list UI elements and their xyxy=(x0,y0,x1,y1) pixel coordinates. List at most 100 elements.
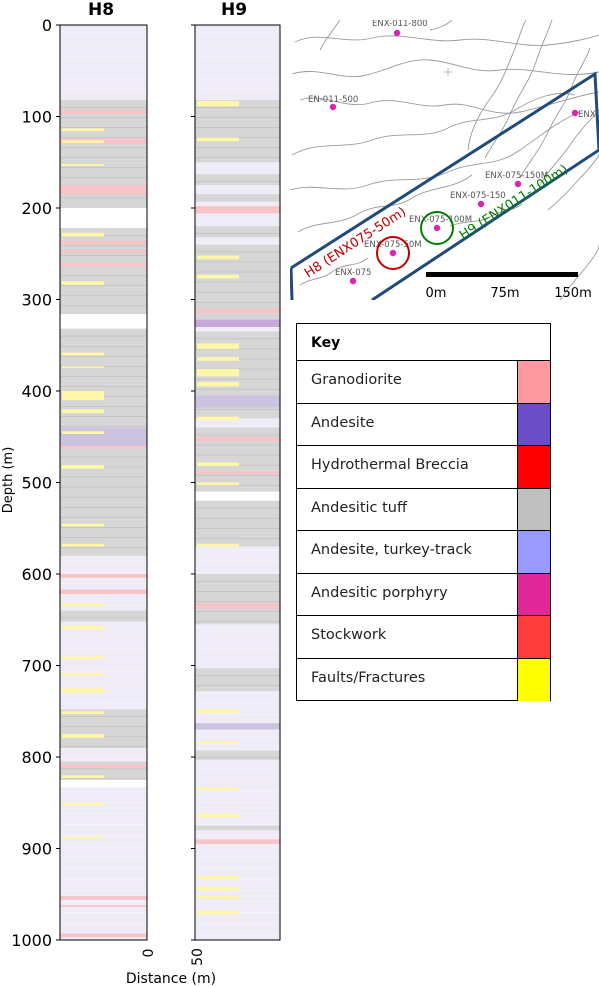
key-swatch xyxy=(517,658,550,701)
log-segment-faults-fractures xyxy=(62,164,104,166)
log-segment-granodiorite xyxy=(60,262,147,267)
log-segment-granodiorite xyxy=(60,933,147,938)
log-segment-granodiorite xyxy=(195,839,280,844)
log-segment-faults-fractures xyxy=(62,543,104,547)
log-segment-faults-fractures xyxy=(62,128,104,132)
log-segment-faults-fractures xyxy=(62,711,104,714)
log-segment-andesitic-tuff xyxy=(195,825,280,831)
log-segment-granodiorite xyxy=(195,308,280,314)
log-segment-blank xyxy=(60,314,147,329)
key-row-andesitic-tuff: Andesitic tuff xyxy=(297,487,550,531)
distance-axis-label: Distance (m) xyxy=(126,971,216,987)
drillhole-marker xyxy=(349,277,357,285)
log-segment-granodiorite xyxy=(60,589,147,595)
log-segment-faults-fractures xyxy=(62,409,104,413)
log-segment-faults-fractures xyxy=(197,369,239,377)
drillhole-marker xyxy=(571,109,579,117)
log-segment-andesite-turkey-track xyxy=(60,427,147,449)
log-segment-granodiorite xyxy=(195,471,280,475)
log-segment-faults-fractures xyxy=(62,603,104,607)
key-label: Hydrothermal Breccia xyxy=(311,457,469,473)
key-swatch xyxy=(517,573,550,616)
h9-location-circle xyxy=(420,211,454,245)
log-segment-faults-fractures xyxy=(197,482,239,486)
log-segment-faults-fractures xyxy=(197,357,239,361)
log-segment-faults-fractures xyxy=(197,886,239,891)
drillhole-label: ENX-075-50M xyxy=(364,240,422,250)
log-segment-andesitic-tuff xyxy=(195,750,280,760)
key-swatch xyxy=(517,403,550,446)
log-segment-granodiorite xyxy=(60,110,147,114)
log-segment-faults-fractures xyxy=(197,137,239,142)
log-segment-granodiorite xyxy=(195,436,280,442)
lithology-key: Key Granodiorite Andesite Hydrothermal Bre… xyxy=(296,323,551,701)
log-segment-blank xyxy=(195,491,280,501)
log-segment-granodiorite xyxy=(60,764,147,768)
log-segment-andesitic-tuff xyxy=(195,194,280,202)
log-segment-andesitic-tuff xyxy=(195,100,280,163)
x-tick-h9-fifty: 50 xyxy=(190,948,206,966)
log-segment-andesitic-tuff xyxy=(60,709,147,748)
key-row-stockwork: Stockwork xyxy=(297,615,550,659)
drillhole-marker xyxy=(433,224,441,232)
log-segment-granodiorite xyxy=(195,206,280,214)
section-corridor xyxy=(290,71,599,300)
depth-tick-label: 300 xyxy=(21,291,52,310)
drillhole-marker xyxy=(393,29,401,37)
log-segment-faults-fractures xyxy=(62,836,104,839)
depth-tick-label: 600 xyxy=(21,565,52,584)
drillhole-label: ENX-075 xyxy=(335,268,371,278)
log-segment-faults-fractures xyxy=(197,100,239,107)
log-segment-faults-fractures xyxy=(62,802,104,806)
drillhole-marker xyxy=(477,200,485,208)
log-segment-faults-fractures xyxy=(197,875,239,880)
log-segment-granodiorite xyxy=(60,574,147,578)
drillhole-label: ENX xyxy=(578,110,596,120)
log-segment-andesitic-tuff xyxy=(60,610,147,622)
key-label: Granodiorite xyxy=(311,372,402,388)
map-scale-bar xyxy=(426,272,578,277)
log-segment-faults-fractures xyxy=(62,431,104,435)
log-segment-granodiorite xyxy=(195,603,280,609)
key-title: Key xyxy=(311,335,341,351)
scale-label-0: 0m xyxy=(426,286,447,301)
log-segment-faults-fractures xyxy=(197,343,239,349)
log-segment-faults-fractures xyxy=(197,896,239,899)
log-segment-granodiorite xyxy=(60,240,147,245)
drillhole-label: ENX-075-150 xyxy=(450,191,506,201)
log-segment-faults-fractures xyxy=(197,274,239,279)
log-segment-andesite-turkey-track xyxy=(195,395,280,408)
depth-axis: 0 100 200 300 400 500 600 700 800 900 1000 xyxy=(11,16,195,950)
key-row-andesite-turkey-track: Andesite, turkey-track xyxy=(297,530,550,574)
depth-tick-label: 100 xyxy=(21,108,52,127)
log-segment-andesitic-tuff xyxy=(195,500,280,547)
key-row-granodiorite: Granodiorite xyxy=(297,360,550,404)
key-swatch xyxy=(517,488,550,531)
log-segment-faults-fractures xyxy=(197,741,239,745)
drillhole-marker xyxy=(514,180,522,188)
depth-tick-label: 0 xyxy=(42,16,52,35)
drillhole-label: ENX-075-100M xyxy=(409,215,472,225)
log-segment-faults-fractures xyxy=(62,734,104,738)
log-title-h9: H9 xyxy=(221,0,247,20)
log-segment-faults-fractures xyxy=(62,281,104,285)
drillhole-marker xyxy=(329,103,337,111)
key-swatch xyxy=(517,616,550,659)
log-segment-andesitic-porphyry xyxy=(195,319,280,327)
drillhole-marker xyxy=(389,249,397,257)
log-segment-andesitic-tuff xyxy=(195,174,280,186)
log-segment-faults-fractures xyxy=(197,813,239,818)
depth-tick-label: 1000 xyxy=(11,931,52,950)
log-segment-faults-fractures xyxy=(197,381,239,387)
log-column-h9 xyxy=(194,24,281,941)
log-segment-andesitic-tuff xyxy=(195,226,280,238)
key-label: Stockwork xyxy=(311,627,387,643)
log-segment-faults-fractures xyxy=(197,416,239,421)
key-swatch xyxy=(517,361,550,404)
log-segment-faults-fractures xyxy=(62,352,104,356)
log-column-h8 xyxy=(59,24,148,941)
key-row-hydrothermal-breccia: Hydrothermal Breccia xyxy=(297,445,550,489)
key-label: Andesite xyxy=(311,414,375,431)
log-segment-granodiorite xyxy=(60,905,147,908)
